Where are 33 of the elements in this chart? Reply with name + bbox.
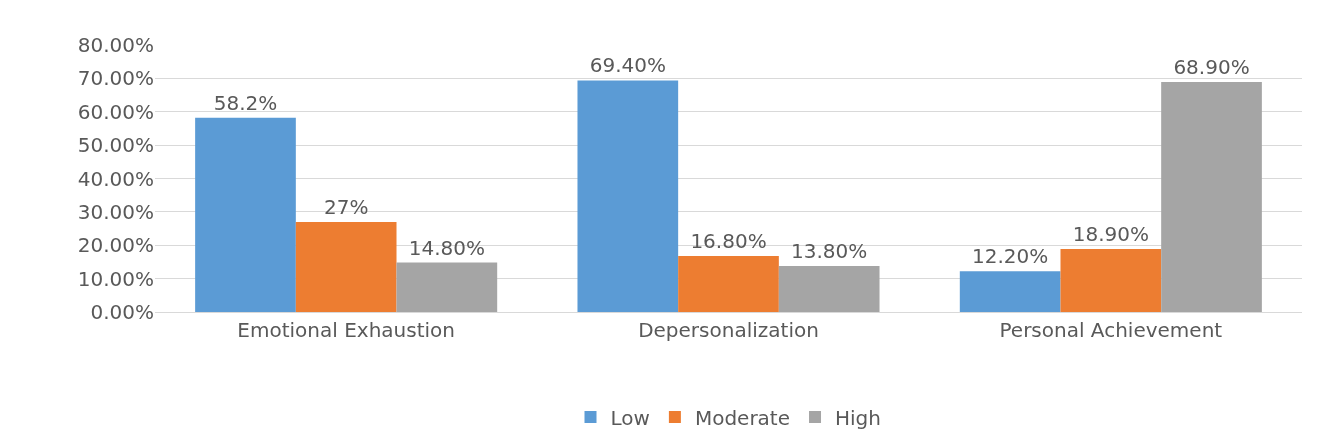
data-label: 13.80% bbox=[791, 238, 868, 263]
bar bbox=[678, 255, 779, 312]
bar bbox=[778, 265, 880, 312]
bar bbox=[577, 80, 679, 312]
legend-label: Low bbox=[610, 405, 650, 430]
y-tick-label: 60.00% bbox=[77, 99, 154, 124]
x-tick-label: Emotional Exhaustion bbox=[237, 318, 455, 342]
data-label: 68.90% bbox=[1173, 55, 1250, 80]
data-label: 18.90% bbox=[1072, 221, 1149, 246]
data-label: 14.80% bbox=[408, 235, 485, 260]
y-tick-label: 10.00% bbox=[77, 266, 154, 291]
y-tick-label: 80.00% bbox=[77, 33, 154, 57]
bar bbox=[1060, 248, 1162, 312]
y-tick-label: 30.00% bbox=[77, 199, 154, 224]
y-tick-label: 0.00% bbox=[90, 300, 154, 324]
x-tick-label: Depersonalization bbox=[638, 318, 819, 342]
data-label: 16.80% bbox=[690, 228, 767, 253]
bar bbox=[1161, 82, 1262, 312]
bar bbox=[195, 117, 296, 312]
data-label: 12.20% bbox=[972, 244, 1049, 269]
legend-label: High bbox=[835, 405, 881, 430]
legend-label: Moderate bbox=[694, 405, 791, 430]
bar bbox=[959, 271, 1061, 312]
bar bbox=[295, 221, 397, 312]
bar bbox=[396, 262, 498, 312]
x-tick-label: Personal Achievement bbox=[999, 318, 1223, 342]
y-tick-label: 50.00% bbox=[77, 133, 154, 158]
y-tick-label: 40.00% bbox=[77, 166, 154, 191]
data-label: 58.2% bbox=[213, 90, 278, 115]
y-tick-label: 20.00% bbox=[77, 233, 154, 258]
data-label: 27% bbox=[323, 194, 369, 219]
y-tick-label: 70.00% bbox=[77, 66, 154, 91]
data-label: 69.40% bbox=[589, 53, 666, 78]
